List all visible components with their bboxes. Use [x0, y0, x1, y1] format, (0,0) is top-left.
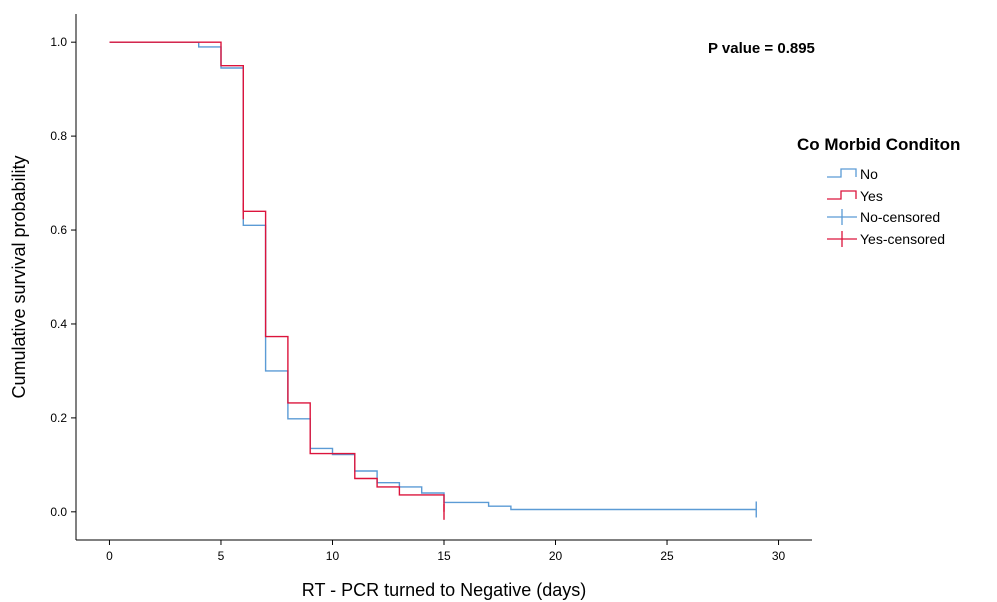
legend-swatch-yes [827, 190, 857, 200]
plot-area [109, 41, 757, 520]
legend-title: Co Morbid Conditon [797, 135, 960, 154]
legend: Co Morbid Conditon No Yes No-censored Ye… [797, 135, 960, 247]
legend-label-yes-censored: Yes-censored [860, 231, 945, 247]
legend-item-yes-censored: Yes-censored [827, 231, 945, 247]
x-tick-label: 0 [106, 549, 113, 563]
legend-item-yes: Yes [827, 188, 883, 204]
x-tick-label: 30 [772, 549, 786, 563]
x-axis-title: RT - PCR turned to Negative (days) [302, 580, 586, 600]
y-tick-label: 0.8 [50, 129, 67, 143]
y-axis-title: Cumulative survival probability [9, 155, 29, 398]
x-tick-label: 10 [326, 549, 340, 563]
legend-label-no-censored: No-censored [860, 209, 940, 225]
series-line-yes [109, 41, 445, 512]
legend-label-no: No [860, 166, 878, 182]
y-tick-label: 0.0 [50, 505, 67, 519]
y-tick-label: 0.6 [50, 223, 67, 237]
legend-item-no: No [827, 166, 878, 182]
x-tick-label: 15 [437, 549, 451, 563]
y-tick-label: 0.4 [50, 317, 67, 331]
series-line-no [109, 41, 757, 511]
y-tick-label: 0.2 [50, 411, 67, 425]
y-tick-label: 1.0 [50, 35, 67, 49]
x-tick-label: 5 [218, 549, 225, 563]
legend-swatch-no [827, 168, 857, 178]
legend-item-no-censored: No-censored [827, 209, 940, 225]
x-tick-label: 20 [549, 549, 563, 563]
x-axis-ticks: 0 5 10 15 20 25 30 [106, 540, 786, 563]
axes [75, 14, 812, 541]
y-axis-ticks: 0.0 0.2 0.4 0.6 0.8 1.0 [50, 35, 76, 519]
p-value-annotation: P value = 0.895 [708, 40, 815, 57]
legend-label-yes: Yes [860, 188, 883, 204]
x-tick-label: 25 [660, 549, 674, 563]
